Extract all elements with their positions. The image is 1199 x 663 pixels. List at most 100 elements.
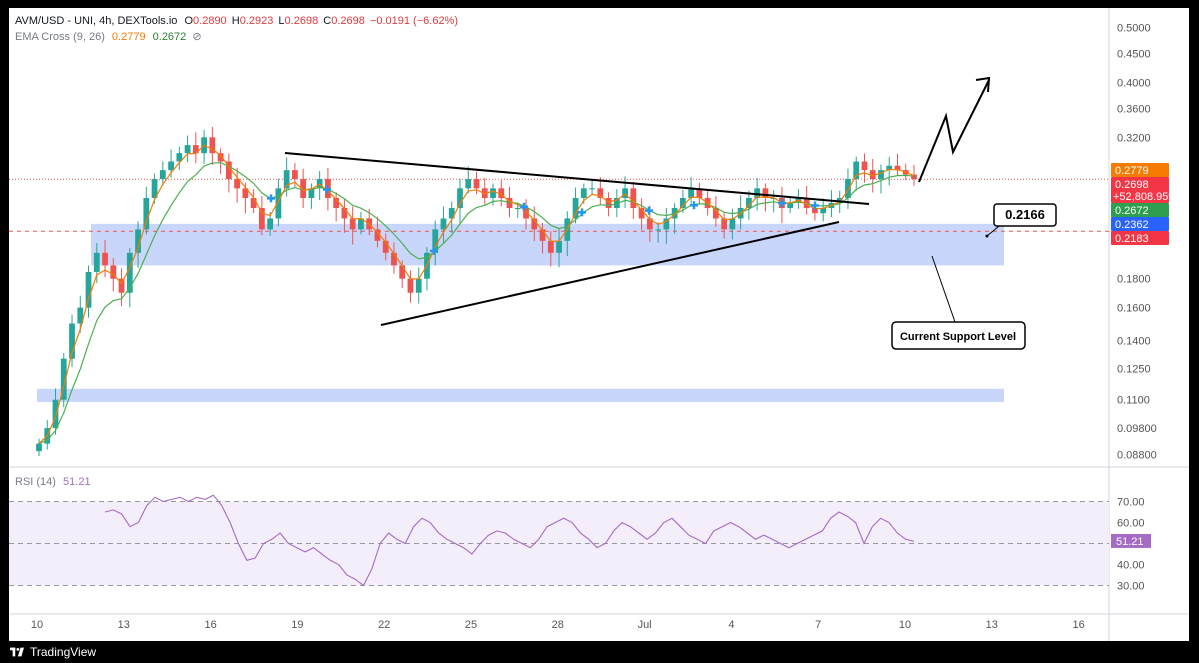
- candle-body: [589, 188, 595, 190]
- time-tick-label: 19: [291, 619, 303, 631]
- candle-body: [432, 229, 439, 253]
- candle-body: [300, 179, 307, 198]
- candle-body: [110, 265, 117, 279]
- candle-body: [514, 208, 521, 210]
- ema-cross-marker: [578, 208, 586, 217]
- candle-body: [85, 271, 92, 308]
- candle-body: [638, 208, 645, 219]
- price-tag: [1111, 203, 1169, 217]
- rsi-tag-label: 51.21: [1116, 536, 1144, 548]
- candle-body: [407, 278, 414, 293]
- candle-body: [547, 240, 554, 253]
- time-tick-label: 13: [118, 619, 130, 631]
- projection-path: [918, 79, 990, 183]
- price-tick-label: 0.4500: [1117, 49, 1151, 61]
- candle-body: [250, 197, 257, 209]
- candle-body: [498, 188, 505, 198]
- time-tick-label: 10: [31, 619, 43, 631]
- candle-body: [374, 229, 381, 241]
- tradingview-logo-icon: [10, 647, 24, 657]
- candle-body: [349, 218, 356, 230]
- rsi-tick-label: 30.00: [1117, 581, 1145, 593]
- candle-body: [168, 161, 174, 171]
- candle-body: [721, 218, 728, 230]
- footer: TradingView: [10, 641, 96, 663]
- candle-body: [613, 197, 620, 209]
- ema-cross-marker: [430, 246, 438, 255]
- ema-cross-marker: [811, 201, 819, 210]
- candle-body: [292, 170, 298, 180]
- time-tick-label: 22: [378, 619, 390, 631]
- ema-cross-marker: [645, 206, 653, 215]
- candle-body: [52, 399, 59, 429]
- triangle-lower-line: [380, 221, 840, 326]
- candle-body: [663, 218, 670, 230]
- ema-cross-marker: [323, 185, 331, 194]
- price-header: AVM/USD - UNI, 4h, DEXTools.io O0.2890 H…: [15, 15, 458, 27]
- candle-body: [886, 165, 893, 171]
- candle-body: [696, 188, 703, 198]
- candle-body: [93, 252, 100, 272]
- candle-body: [267, 218, 274, 230]
- candle-body: [77, 307, 84, 324]
- price-tag-label: 0.2672: [1115, 205, 1149, 217]
- footer-brand[interactable]: TradingView: [30, 645, 97, 659]
- rsi-label[interactable]: RSI (14): [15, 476, 56, 488]
- candle-body: [746, 197, 752, 209]
- candle-body: [415, 278, 422, 293]
- candle-body: [597, 188, 604, 198]
- time-tick-label: 7: [815, 619, 821, 631]
- candle-body: [762, 188, 769, 198]
- price-tick-label: 0.08800: [1117, 450, 1157, 462]
- rsi-tag: [1111, 533, 1151, 548]
- candle-body: [729, 218, 736, 230]
- candle-body: [820, 208, 827, 214]
- ema-cross-marker: [520, 202, 528, 211]
- candle-body: [853, 161, 860, 180]
- candle-body: [209, 137, 216, 154]
- support-label-pointer: [931, 255, 956, 323]
- time-tick-label: 25: [465, 619, 477, 631]
- candle-body: [630, 188, 637, 209]
- candle-body: [523, 208, 529, 219]
- price-tick-label: 0.5000: [1117, 23, 1151, 35]
- candle-body: [217, 153, 224, 162]
- chart-canvas[interactable]: 0.2166 Current Support Level 0.5000 0.4500 0…: [9, 8, 1189, 641]
- candle-body: [448, 208, 455, 219]
- rsi-tick-label: 40.00: [1117, 560, 1145, 572]
- candle-body: [36, 443, 42, 452]
- change-value: −0.0191 (−6.62%): [369, 15, 459, 27]
- candle-body: [861, 161, 868, 171]
- eye-off-icon[interactable]: ⊘: [192, 31, 202, 43]
- candle-body: [770, 197, 777, 199]
- candle-body: [490, 188, 496, 198]
- candle-body: [812, 208, 818, 214]
- ema-label[interactable]: EMA Cross (9, 26): [15, 31, 105, 43]
- open-label: O: [184, 15, 194, 27]
- symbol-label[interactable]: AVM/USD - UNI, 4h, DEXTools.io: [15, 15, 178, 27]
- candle-body: [457, 188, 463, 209]
- candle-body: [184, 145, 191, 154]
- candle-body: [787, 202, 794, 209]
- candle-body: [102, 252, 108, 266]
- candle-body: [869, 170, 876, 180]
- candle-body: [60, 358, 67, 400]
- support-label-box: [891, 321, 1026, 350]
- candle-body: [878, 170, 884, 180]
- candle-body: [539, 229, 546, 241]
- candle-body: [242, 188, 249, 198]
- candle-body: [225, 161, 232, 180]
- rsi-tick-label: 70.00: [1117, 497, 1145, 509]
- price-tick-label: 0.1100: [1117, 395, 1150, 407]
- rsi-line: [104, 494, 915, 587]
- high-value: 0.2923: [239, 15, 274, 27]
- support-zone: [37, 388, 1004, 402]
- price-tag: [1111, 231, 1169, 245]
- candle-body: [580, 188, 587, 198]
- candle-body: [622, 188, 628, 198]
- low-label: L: [278, 15, 285, 27]
- price-tag-label: 0.2183: [1115, 233, 1149, 245]
- price-tag: [1111, 217, 1169, 231]
- candle-body: [911, 174, 917, 180]
- ema-fast-value: 0.2779: [111, 31, 146, 43]
